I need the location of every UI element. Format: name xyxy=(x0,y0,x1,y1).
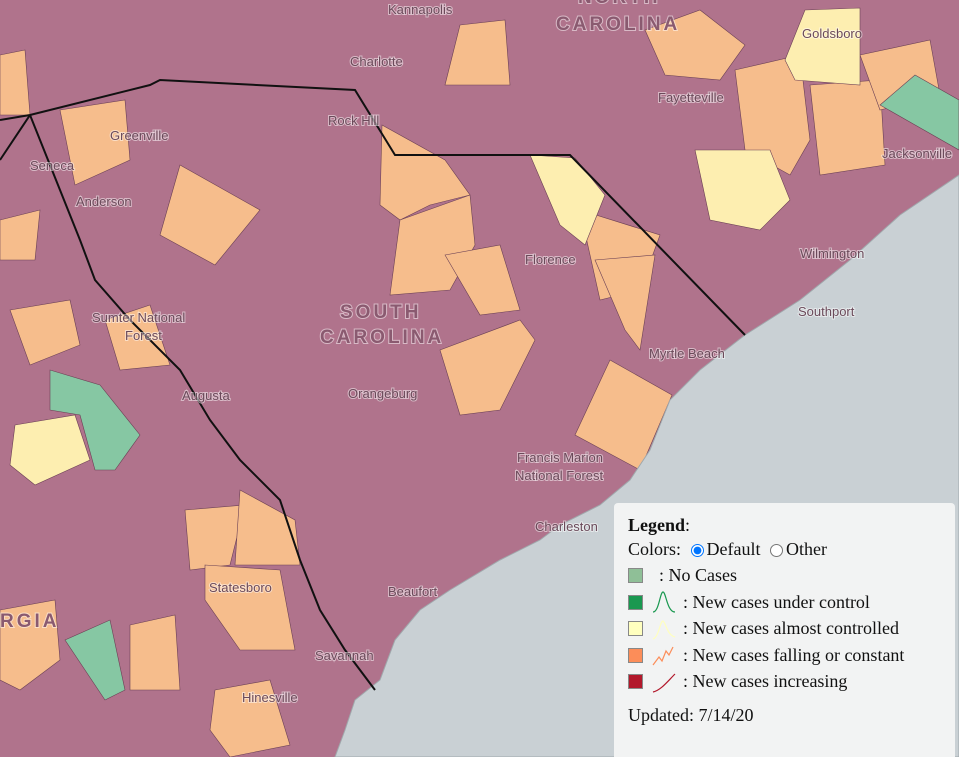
legend-label: : New cases falling or constant xyxy=(683,644,905,665)
sparkline xyxy=(652,646,674,666)
legend-label: : New cases under control xyxy=(683,591,870,612)
place-label: Charlotte xyxy=(350,54,403,69)
radio-default[interactable] xyxy=(690,544,704,558)
state-border-nc xyxy=(0,78,746,336)
place-label: Jacksonville xyxy=(882,146,952,161)
place-label: CAROLINA xyxy=(556,14,680,35)
place-label: Charleston xyxy=(535,519,598,534)
radio-other[interactable] xyxy=(770,544,783,558)
legend-item: : New cases falling or constant xyxy=(628,642,955,669)
place-label: Forest xyxy=(125,328,162,343)
counties-almost xyxy=(9,7,861,486)
counties-falling xyxy=(0,9,941,757)
place-label: Florence xyxy=(525,252,576,267)
place-label: Augusta xyxy=(182,388,230,403)
place-label: Goldsboro xyxy=(802,26,862,41)
place-label: Rock Hill xyxy=(328,113,379,128)
sparkline xyxy=(652,591,676,613)
place-label: Kannapolis xyxy=(388,2,453,17)
place-label: National Forest xyxy=(515,468,604,483)
place-label: Anderson xyxy=(76,194,132,209)
place-label: NORTH xyxy=(578,0,661,8)
state-border-ga xyxy=(0,114,376,691)
legend-item: : No Cases xyxy=(628,563,955,590)
place-label: RGIA xyxy=(0,611,60,632)
sparkline xyxy=(652,620,676,640)
place-labels: Kannapolis Charlotte NORTH CAROLINA Goldsbor… xyxy=(0,0,953,706)
colors-label: Colors: xyxy=(628,538,682,559)
sparkline xyxy=(652,673,676,693)
place-label: Wilmington xyxy=(800,246,864,261)
place-label: Hinesville xyxy=(242,690,298,705)
legend-swatch xyxy=(628,674,643,690)
legend-label: : New cases almost controlled xyxy=(683,618,899,639)
place-label: Statesboro xyxy=(209,580,272,595)
counties-no-cases xyxy=(49,74,959,701)
place-label: Francis Marion xyxy=(517,450,603,465)
legend-label: : No Cases xyxy=(659,565,737,586)
legend-swatch xyxy=(628,594,643,610)
place-label: Southport xyxy=(798,304,855,319)
legend: Legend: Colors: Default Other : No Cases… xyxy=(614,503,955,757)
legend-items: : No Cases : New cases under control : New… xyxy=(628,563,955,696)
place-label: Beaufort xyxy=(388,584,438,599)
updated: Updated: 7/14/20 xyxy=(628,705,754,725)
place-label: Fayetteville xyxy=(658,90,724,105)
legend-label: : New cases increasing xyxy=(683,671,848,692)
place-label: Savannah xyxy=(315,648,374,663)
radio-label[interactable]: Default xyxy=(706,538,761,559)
place-label: SOUTH xyxy=(340,302,422,323)
place-label: Greenville xyxy=(110,128,169,143)
legend-item: : New cases increasing xyxy=(628,669,955,696)
place-label: CAROLINA xyxy=(320,327,444,348)
place-label: Myrtle Beach xyxy=(649,346,725,361)
legend-swatch xyxy=(628,647,643,663)
legend-item: : New cases under control xyxy=(628,589,955,616)
place-label: Sumter National xyxy=(92,310,185,325)
place-label: Seneca xyxy=(30,158,75,173)
legend-colon: : xyxy=(685,515,691,535)
legend-title: Legend xyxy=(628,515,686,535)
place-label: Orangeburg xyxy=(348,386,417,401)
legend-swatch xyxy=(628,568,643,584)
legend-swatch xyxy=(628,621,643,637)
radio-label[interactable]: Other xyxy=(786,538,827,559)
legend-item: : New cases almost controlled xyxy=(628,616,955,643)
